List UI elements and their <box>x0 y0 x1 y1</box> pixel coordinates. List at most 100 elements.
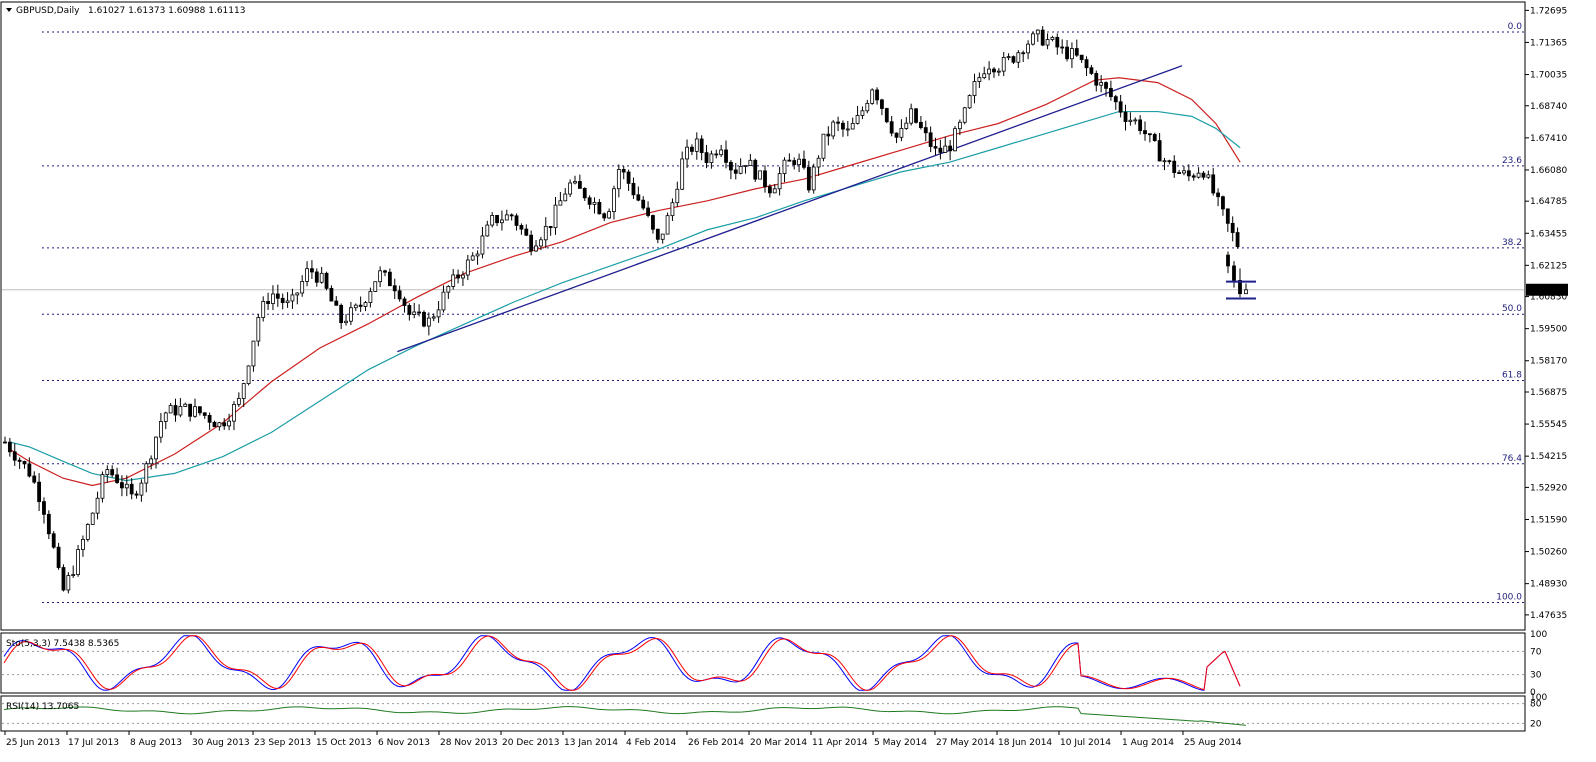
price-candle <box>285 292 290 308</box>
price-candle <box>753 158 758 182</box>
price-candle <box>490 212 495 228</box>
candle-body <box>178 406 183 416</box>
candle-body <box>280 297 285 304</box>
candle-body <box>37 481 42 503</box>
candle-body <box>646 207 650 216</box>
candle-body <box>1118 101 1123 113</box>
time-tick-label: 20 Mar 2014 <box>750 738 807 748</box>
price-candle <box>158 413 163 443</box>
candle-body <box>32 475 37 483</box>
price-candle <box>1016 50 1021 68</box>
price-candle <box>295 292 300 305</box>
candle-body <box>154 436 158 460</box>
candle-body <box>806 166 811 191</box>
price-candle <box>870 88 875 105</box>
price-candle <box>1182 166 1186 176</box>
candle-body <box>387 271 392 287</box>
price-candle <box>758 170 763 180</box>
candle-body <box>928 132 933 147</box>
candle-body <box>996 70 1001 73</box>
candle-body <box>616 169 621 190</box>
price-candle <box>563 188 568 202</box>
price-candle <box>792 157 797 170</box>
price-candle <box>685 139 689 168</box>
candle-body <box>563 193 568 202</box>
candle-body <box>962 107 967 123</box>
price-candle <box>631 177 636 199</box>
candle-body <box>358 304 363 307</box>
price-candle <box>996 68 1001 77</box>
price-candle <box>1074 39 1079 57</box>
candle-body <box>1244 289 1248 295</box>
stochastic-line <box>3 635 1241 691</box>
candle-body <box>1123 111 1128 122</box>
price-candle <box>1035 29 1040 42</box>
price-candle <box>743 165 748 174</box>
candle-body <box>285 300 290 304</box>
candle-body <box>1221 196 1225 210</box>
price-candle <box>217 421 222 431</box>
candle-body <box>938 147 943 153</box>
candle-body <box>1157 140 1162 162</box>
price-candle <box>938 139 943 160</box>
candle-body <box>651 215 655 230</box>
price-tick-label: 1.70035 <box>1530 71 1567 81</box>
candle-body <box>529 234 534 252</box>
fib-level-label: 0.0 <box>1508 22 1523 32</box>
candle-body <box>1201 172 1206 178</box>
price-candle <box>1230 216 1235 242</box>
price-candle <box>860 106 865 120</box>
price-candle <box>329 285 334 302</box>
price-candle <box>27 457 32 478</box>
stochastic-line <box>3 635 1241 691</box>
price-candle <box>670 198 675 221</box>
candle-body <box>802 158 806 168</box>
candle-body <box>1177 172 1182 174</box>
price-candle <box>1196 167 1201 179</box>
price-candle <box>1040 26 1045 47</box>
trendline[interactable] <box>397 65 1183 353</box>
price-candle <box>1232 261 1236 288</box>
price-tick-label: 1.64785 <box>1530 197 1567 207</box>
price-candle <box>1099 75 1104 93</box>
candle-body <box>524 228 529 236</box>
price-candle <box>71 565 76 578</box>
candle-body <box>918 121 923 128</box>
price-tick-label: 1.52920 <box>1530 483 1567 493</box>
rsi-title: RSI(14) 13.7065 <box>6 702 79 712</box>
price-candle <box>426 312 431 336</box>
price-candle <box>889 116 894 137</box>
candle-body <box>81 538 85 550</box>
price-candle <box>1113 94 1118 110</box>
candle-body <box>894 132 899 138</box>
price-candle <box>1006 53 1011 61</box>
price-candle <box>56 542 61 570</box>
candle-body <box>665 215 670 235</box>
candle-body <box>748 159 753 166</box>
fib-level-label: 76.4 <box>1502 454 1522 464</box>
candle-body <box>17 459 22 462</box>
price-candle <box>446 285 451 299</box>
price-candle <box>928 126 933 153</box>
candle-body <box>266 301 270 304</box>
price-tick-label: 1.51590 <box>1530 515 1567 525</box>
price-candle <box>646 201 650 218</box>
fib-level-label: 38.2 <box>1502 238 1522 248</box>
time-tick-label: 1 Aug 2014 <box>1122 738 1174 748</box>
price-candle <box>855 105 860 125</box>
candle-body <box>363 302 368 307</box>
candle-body <box>402 298 407 306</box>
candle-body <box>967 95 972 109</box>
triangle-down-icon[interactable] <box>6 8 12 12</box>
candle-body <box>592 202 597 205</box>
price-tick-label: 1.63455 <box>1530 229 1567 239</box>
price-candle <box>748 153 753 166</box>
candle-body <box>158 421 163 438</box>
price-candle <box>1079 54 1084 63</box>
candle-body <box>782 159 787 175</box>
price-candle <box>451 269 456 290</box>
price-candle <box>714 149 719 159</box>
candle-body <box>738 166 743 174</box>
